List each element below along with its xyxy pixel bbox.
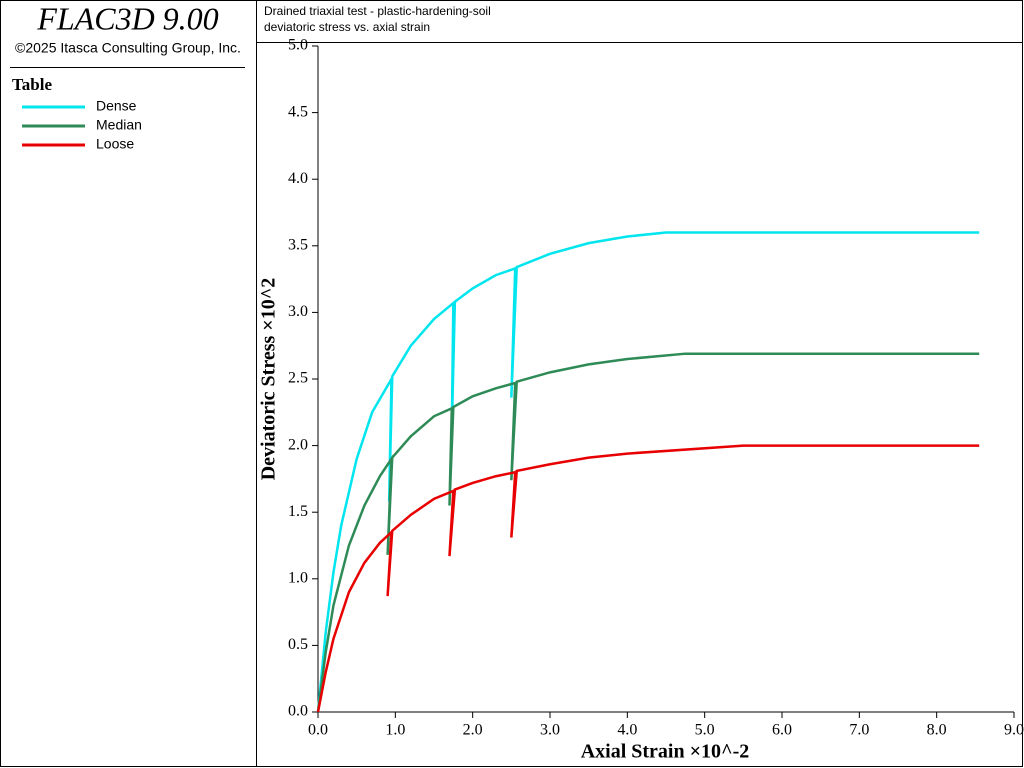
- chart-subtitle: deviatoric stress vs. axial strain: [264, 20, 430, 34]
- chart-title: Drained triaxial test - plastic-hardenin…: [264, 4, 491, 18]
- legend-label: Median: [96, 117, 142, 133]
- legend-label: Dense: [96, 98, 137, 114]
- legend-label: Loose: [96, 136, 134, 152]
- data-line: [316, 444, 980, 713]
- x-tick-label: 5.0: [695, 722, 715, 739]
- y-tick-label: 3.5: [288, 236, 308, 253]
- x-tick-label: 3.0: [540, 722, 560, 739]
- x-tick-label: 6.0: [772, 722, 792, 739]
- x-tick-label: 8.0: [927, 722, 947, 739]
- x-tick-label: 2.0: [463, 722, 483, 739]
- y-tick-label: 5.0: [288, 37, 308, 54]
- x-tick-label: 4.0: [617, 722, 637, 739]
- y-tick-label: 2.5: [288, 370, 308, 387]
- y-tick-label: 3.0: [288, 303, 308, 320]
- data-line: [316, 231, 980, 713]
- y-axis-label: Deviatoric Stress ×10^2: [258, 278, 280, 481]
- y-tick-label: 0.5: [288, 636, 308, 653]
- product-title: FLAC3D 9.00: [36, 0, 218, 36]
- y-tick-label: 1.5: [288, 503, 308, 520]
- x-tick-label: 0.0: [308, 722, 328, 739]
- x-tick-label: 1.0: [385, 722, 405, 739]
- legend-title: Table: [12, 75, 52, 94]
- copyright: ©2025 Itasca Consulting Group, Inc.: [15, 40, 241, 56]
- y-tick-label: 0.0: [288, 703, 308, 720]
- x-tick-label: 9.0: [1004, 722, 1024, 739]
- y-tick-label: 1.0: [288, 569, 308, 586]
- y-tick-label: 4.0: [288, 170, 308, 187]
- y-tick-label: 4.5: [288, 103, 308, 120]
- x-axis-label: Axial Strain ×10^-2: [581, 741, 750, 763]
- y-tick-label: 2.0: [288, 436, 308, 453]
- x-tick-label: 7.0: [849, 722, 869, 739]
- data-line: [316, 352, 980, 713]
